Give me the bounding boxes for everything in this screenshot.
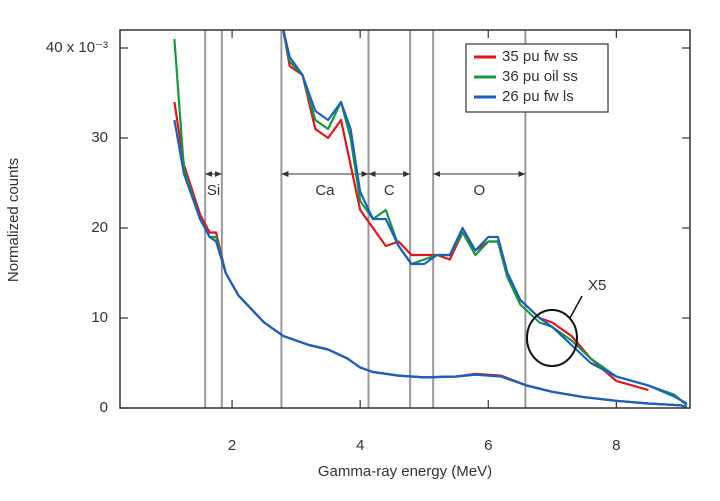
legend-label: 36 pu oil ss <box>502 68 578 85</box>
y-tick-label: 20 <box>91 219 108 236</box>
region-label: Ca <box>315 182 335 199</box>
series-line <box>173 101 681 407</box>
region-label: O <box>473 182 485 199</box>
series-line <box>173 38 688 409</box>
x-tick-label: 6 <box>484 437 492 454</box>
x-tick-label: 4 <box>356 437 364 454</box>
legend-box <box>465 43 609 113</box>
plot-frame <box>119 29 691 409</box>
y-tick-label: 40 x 10⁻³ <box>46 39 108 56</box>
region-label: Si <box>207 182 220 199</box>
series-line-x5 <box>282 29 688 405</box>
y-tick-label: 30 <box>91 129 108 146</box>
annotation-leader <box>569 295 583 319</box>
annotation-label: X5 <box>588 277 606 294</box>
x-tick-label: 2 <box>228 437 236 454</box>
x-tick-label: 8 <box>612 437 620 454</box>
series-line <box>173 119 688 409</box>
legend-label: 35 pu fw ss <box>502 48 578 65</box>
legend-label: 26 pu fw ls <box>502 88 574 105</box>
y-axis-label: Normalized counts <box>5 158 22 282</box>
x-axis-label: Gamma-ray energy (MeV) <box>318 463 492 480</box>
annotation-circle <box>526 309 578 367</box>
region-label: C <box>384 182 395 199</box>
y-tick-label: 0 <box>100 399 108 416</box>
y-tick-label: 10 <box>91 309 108 326</box>
